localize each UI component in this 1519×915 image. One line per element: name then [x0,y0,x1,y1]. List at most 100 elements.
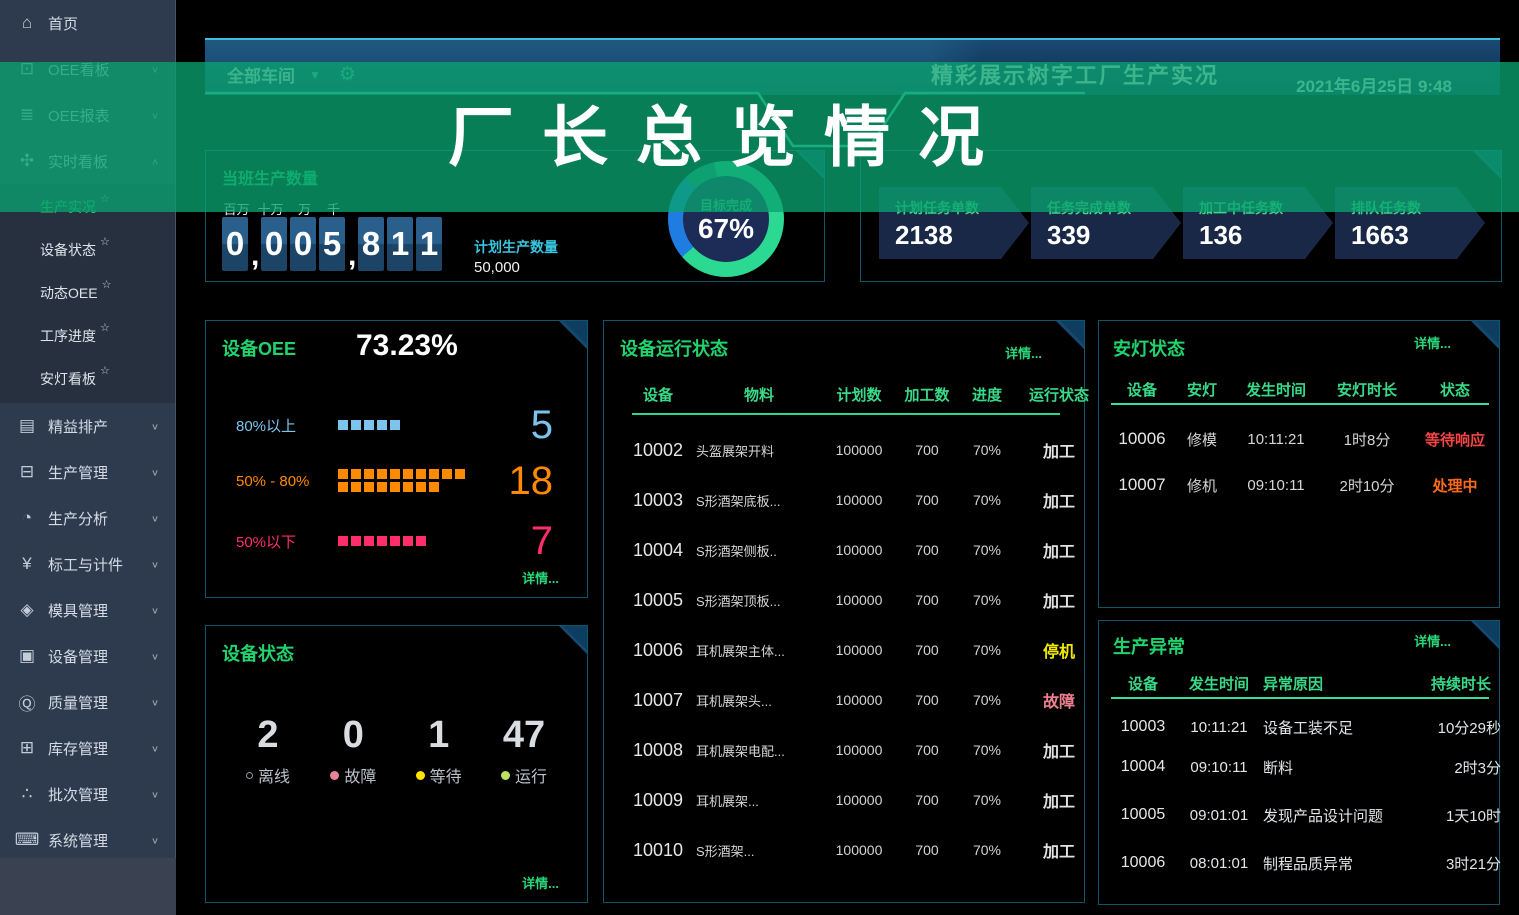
sidebar-item-oee-report[interactable]: ≣ OEE报表 ∨ [0,92,175,138]
sidebar-item-production-analysis[interactable]: ◔ 生产分析 ∨ [0,495,175,541]
production-mgmt-icon: ⊟ [19,462,35,481]
inventory-mgmt-icon: ⊞ [19,738,35,757]
table-row: 10003 10:11:21 设备工装不足 10分29秒 [1120,718,1501,737]
header-rule [632,413,1060,415]
table-row: 10010 S形酒架... 100000 700 70% 加工 [632,839,1075,862]
submenu-item-device-status[interactable]: 设备状态 ☆ [40,236,110,258]
stat-chip-completed-tasks: 任务完成单数 339 [1031,187,1181,259]
oee-tier-low: 50%以下 7 [236,518,553,563]
datetime-display: 2021年6月25日 9:48 [1296,77,1452,96]
sidebar-item-oee-board[interactable]: ⊡ OEE看板 ∨ [0,46,175,92]
star-icon[interactable]: ☆ [100,365,110,377]
gauge-value: 67% [697,212,755,244]
equipment-oee-panel: 设备OEE 73.23% 80%以上 5 50% - 80% 18 50%以下 … [205,320,588,598]
sidebar-item-equipment-mgmt[interactable]: ▣ 设备管理 ∨ [0,633,175,679]
topbar: 全部车间 ▼ ⚙ 精彩展示树字工厂生产实况 2021年6月25日 9:48 [205,38,1500,96]
device-status-counts: 2 离线 0 故障 1 等待 47 运行 [236,714,556,787]
table-row: 10006 修模 10:11:21 1时8分 等待响应 [1118,429,1485,449]
submenu-item-andon-board[interactable]: 安灯看板 ☆ [40,365,110,387]
fault-dot-icon [330,770,340,780]
sidebar-item-system-mgmt[interactable]: ⌨ 系统管理 ∨ [14,830,159,850]
chevron-down-icon: ∨ [150,467,159,478]
batch-mgmt-icon: ∴ [21,784,33,803]
table-row: 10007 耳机展架头... 100000 700 70% 故障 [632,689,1075,712]
sidebar-item-label: 实时看板 [48,153,109,171]
oee-value: 73.23% [356,329,458,362]
table-row: 10007 修机 09:10:11 2时10分 处理中 [1118,475,1478,495]
gear-icon[interactable]: ⚙ [338,64,356,85]
sidebar-item-lean-scheduling[interactable]: ▤ 精益排产 ∨ [0,403,175,449]
oee-tier-mid: 50% - 80% 18 [236,458,553,503]
tier-squares [338,419,480,432]
production-abnormal-panel: 生产异常 详情... 设备 发生时间 异常原因 持续时长 10003 10:11:2… [1098,620,1501,905]
panel-title: 设备OEE [222,339,297,359]
table-row: 10005 09:01:01 发现产品设计问题 1天10时 [1120,806,1501,825]
detail-link[interactable]: 详情... [1005,346,1042,361]
production-quantity-panel: 当班生产数量 百万 十万 万 千 0 , 0 0 5 , 8 1 1 计划生产数… [205,150,825,282]
planned-quantity-value: 50,000 [474,259,520,276]
table-row: 10002 头盔展架开料 100000 700 70% 加工 [632,439,1075,462]
sidebar-item-realtime-board[interactable]: ✣ 实时看板 ∧ [0,138,175,184]
detail-link[interactable]: 详情... [1414,336,1451,351]
star-icon[interactable]: ☆ [100,322,110,334]
chevron-down-icon: ∨ [150,513,159,524]
panel-corner-decoration [559,321,587,349]
home-icon: ⌂ [21,13,33,32]
chevron-down-icon: ∨ [150,605,159,616]
production-analysis-icon: ◔ [21,508,33,527]
gauge-label: 目标完成 [699,197,752,213]
sidebar-item-piecework[interactable]: ¥ 标工与计件 ∨ [0,541,175,587]
panel-corner-decoration [1473,151,1501,179]
panel-corner-decoration [1471,321,1499,349]
table-row: 10004 09:10:11 断料 2时3分 [1120,758,1501,777]
chevron-down-icon: ∨ [150,559,159,570]
running-dot-icon [500,770,510,780]
sidebar-item-quality-mgmt[interactable]: Ⓠ 质量管理 ∨ [0,679,175,725]
detail-link[interactable]: 详情... [522,876,559,891]
sidebar-item-mold-mgmt[interactable]: ◈ 模具管理 ∨ [0,587,175,633]
panel-corner-decoration [1471,621,1499,649]
sidebar-item-production-mgmt[interactable]: ⊟ 生产管理 ∨ [0,449,175,495]
stat-offline: 2 离线 [236,714,300,787]
tier-squares [338,468,480,494]
sidebar-item-home[interactable]: ⌂ 首页 [0,0,175,46]
target-completion-gauge: 目标完成 67% [668,161,784,277]
chevron-down-icon: ∨ [150,835,159,846]
device-status-panel: 设备状态 2 离线 0 故障 1 等待 47 运行 详情... [205,625,588,903]
panel-title: 设备运行状态 [620,339,728,359]
oee-board-icon: ⊡ [19,59,35,78]
oee-report-icon: ≣ [19,105,35,124]
stat-waiting: 1 等待 [407,714,471,787]
equipment-running-panel: 设备运行状态 详情... 设备 物料 计划数 加工数 进度 运行状态 10002 头盔展… [603,320,1089,903]
table-row: 10009 耳机展架... 100000 700 70% 加工 [632,789,1075,812]
sidebar-item-inventory-mgmt[interactable]: ⊞ 库存管理 ∨ [0,725,175,771]
stat-fault: 0 故障 [321,714,385,787]
system-mgmt-icon: ⌨ [14,830,40,849]
submenu-item-process-progress[interactable]: 工序进度 ☆ [40,322,110,344]
header-rule [1111,403,1489,405]
header-rule [1111,697,1489,699]
star-icon[interactable]: ☆ [101,279,112,291]
submenu-item-dynamic-oee[interactable]: 动态OEE ☆ [40,279,112,301]
andon-status-panel: 安灯状态 详情... 设备 安灯 发生时间 安灯时长 状态 10006 修模 10:… [1098,320,1500,608]
chevron-down-icon: ∨ [150,421,159,432]
waiting-dot-icon [415,770,425,780]
stat-chip-processing-tasks: 加工中任务数 136 [1183,187,1333,259]
detail-link[interactable]: 详情... [1414,634,1451,649]
star-icon[interactable]: ☆ [100,193,110,205]
sidebar-footer [0,858,176,915]
offline-dot-icon [245,771,253,779]
detail-link[interactable]: 详情... [522,571,559,586]
table-header: 设备 物料 计划数 加工数 进度 运行状态 [642,386,1089,404]
sidebar-item-label: OEE报表 [48,107,110,125]
equipment-mgmt-icon: ▣ [18,646,36,665]
submenu-item-production-live[interactable]: 生产实况 ☆ [40,193,110,215]
sidebar: ⌂ 首页 ⊡ OEE看板 ∨ ≣ OEE报表 ∨ ✣ 实时看板 ∧ 生产实况 ☆… [0,0,176,915]
table-row: 10003 S形酒架底板... 100000 700 70% 加工 [632,489,1075,512]
sidebar-item-batch-mgmt[interactable]: ∴ 批次管理 ∨ [0,771,175,817]
workshop-selector[interactable]: 全部车间 ▼ ⚙ [227,64,356,86]
panel-corner-decoration [559,626,587,654]
table-header: 设备 发生时间 异常原因 持续时长 [1127,675,1491,693]
star-icon[interactable]: ☆ [100,236,110,248]
